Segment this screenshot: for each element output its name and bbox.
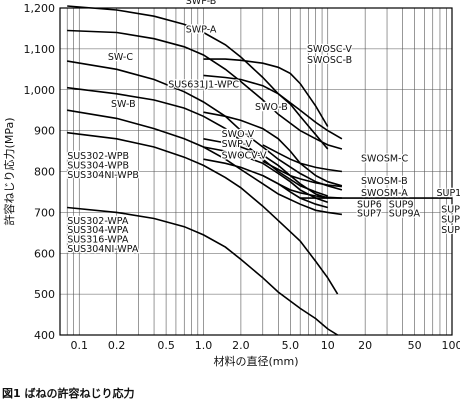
series-label: SUS302-WPA xyxy=(67,216,129,227)
series-label: SUS304NI-WPA xyxy=(67,244,139,255)
y-tick-label: 1,200 xyxy=(24,2,56,15)
series-label: SWP-V xyxy=(222,139,253,150)
x-tick-label: 2.0 xyxy=(232,339,250,352)
series-label: SUP6 xyxy=(357,199,382,210)
x-tick-label: 10 xyxy=(321,339,335,352)
series-label: SUS316-WPA xyxy=(67,235,129,246)
series-label: SWP-B xyxy=(186,0,217,7)
series-label: SUS304NI-WPB xyxy=(67,170,139,181)
series-label: SW-B xyxy=(111,99,136,110)
x-tick-label: 0.2 xyxy=(108,339,126,352)
series-label: SWOCV-V xyxy=(222,150,267,161)
figure-caption: 図1 ばねの許容ねじり応力 xyxy=(2,387,135,400)
y-tick-label: 400 xyxy=(34,329,55,342)
series-label: SWOSM-B xyxy=(361,176,408,187)
series-line xyxy=(67,29,343,150)
series-line xyxy=(67,60,343,191)
x-tick-label: 1.0 xyxy=(195,339,213,352)
y-tick-label: 700 xyxy=(34,206,55,219)
series-label: SWO-B xyxy=(255,102,288,113)
series-label: SW-C xyxy=(108,52,133,63)
series-line xyxy=(67,109,343,216)
series-line xyxy=(203,74,329,150)
series-line xyxy=(67,5,343,140)
series-line xyxy=(262,160,342,188)
series-label: SUP7 xyxy=(357,208,382,219)
x-tick-label: 20 xyxy=(358,339,372,352)
series-label: SWOSM-A xyxy=(361,188,408,199)
x-tick-label: 50 xyxy=(408,339,422,352)
x-tick-label: 100 xyxy=(442,339,460,352)
y-tick-label: 500 xyxy=(34,288,55,301)
y-axis-title: 許容ねじり応力(MPa) xyxy=(2,118,16,226)
series-label: SUS302-WPB xyxy=(67,151,129,162)
series-label: SWO-V xyxy=(222,129,255,140)
y-tick-label: 900 xyxy=(34,125,55,138)
series-line xyxy=(67,131,339,295)
x-tick-label: 5.0 xyxy=(282,339,300,352)
plot-frame xyxy=(59,7,453,336)
y-tick-label: 1,000 xyxy=(24,84,56,97)
x-tick-label: 0.5 xyxy=(157,339,175,352)
series-label: SWOSC-V xyxy=(307,44,352,55)
series-label: SWP-A xyxy=(186,25,217,36)
series-label: SWOSC-B xyxy=(307,55,352,66)
y-tick-label: 600 xyxy=(34,247,55,260)
series-label: SUP10 xyxy=(441,204,460,215)
series-line xyxy=(262,144,343,173)
series-label: SUS304-WPA xyxy=(67,225,129,236)
series-line xyxy=(67,86,328,197)
y-tick-label: 1,100 xyxy=(24,43,56,56)
x-tick-label: 0.1 xyxy=(70,339,88,352)
x-axis-title: 材料の直径(mm) xyxy=(213,354,298,368)
series-label: SUP11A xyxy=(441,225,460,236)
series-line xyxy=(67,206,339,336)
series-label: SUP13 xyxy=(436,188,460,199)
y-tick-label: 800 xyxy=(34,166,55,179)
series-label: SUS304-WPB xyxy=(67,161,129,172)
series-label: SUS631J1-WPC xyxy=(168,80,239,91)
series-label: SUP9 xyxy=(389,199,414,210)
series-line xyxy=(203,111,343,187)
series-label: SUP12 xyxy=(441,215,460,226)
series-label: SWOSM-C xyxy=(361,153,409,164)
series-line xyxy=(203,58,329,127)
series-label: SUP9A xyxy=(389,208,421,219)
series-line xyxy=(203,138,328,199)
